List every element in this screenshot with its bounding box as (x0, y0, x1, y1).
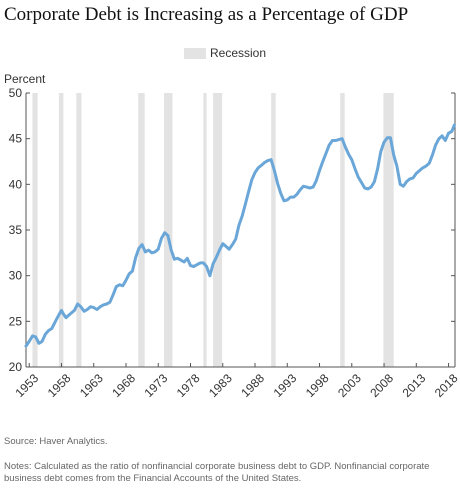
recession-band (58, 93, 64, 367)
y-tick-label: 45 (9, 132, 23, 146)
recession-band (213, 93, 223, 367)
recession-band (164, 93, 173, 367)
recession-band (32, 93, 38, 367)
recession-band (340, 93, 345, 367)
recession-swatch (184, 47, 206, 59)
series-line (24, 123, 456, 348)
chart-title: Corporate Debt is Increasing as a Percen… (4, 4, 409, 25)
x-tick-label: 1998 (303, 371, 332, 400)
x-tick-label: 2008 (367, 371, 396, 400)
notes: Notes: Calculated as the ratio of nonfin… (4, 461, 430, 484)
y-tick-label: 50 (9, 86, 23, 100)
legend: Recession (184, 46, 266, 60)
x-tick-label: 1973 (142, 371, 171, 400)
y-tick-label: 35 (9, 223, 23, 237)
recession-band (76, 93, 82, 367)
y-tick-label: 30 (9, 269, 23, 283)
x-tick-label: 1978 (174, 371, 203, 400)
recession-band (383, 93, 394, 367)
y-axis-label: Percent (4, 72, 46, 86)
x-tick-label: 2018 (432, 371, 460, 400)
x-tick-label: 1958 (45, 371, 74, 400)
y-tick-label: 40 (9, 177, 23, 191)
recession-band (271, 93, 276, 367)
x-tick-label: 1968 (109, 371, 138, 400)
x-tick-label: 2003 (335, 371, 364, 400)
x-tick-label: 2013 (400, 371, 429, 400)
x-tick-label: 1953 (13, 371, 42, 400)
y-tick-label: 20 (9, 360, 23, 374)
x-tick-label: 1983 (206, 371, 235, 400)
recession-band (203, 93, 207, 367)
x-tick-label: 1988 (238, 371, 267, 400)
x-tick-label: 1963 (77, 371, 106, 400)
recession-band (138, 93, 145, 367)
source-note: Source: Haver Analytics. (4, 436, 108, 447)
x-tick-label: 1993 (271, 371, 300, 400)
legend-label: Recession (210, 46, 267, 60)
y-tick-label: 25 (9, 314, 23, 328)
